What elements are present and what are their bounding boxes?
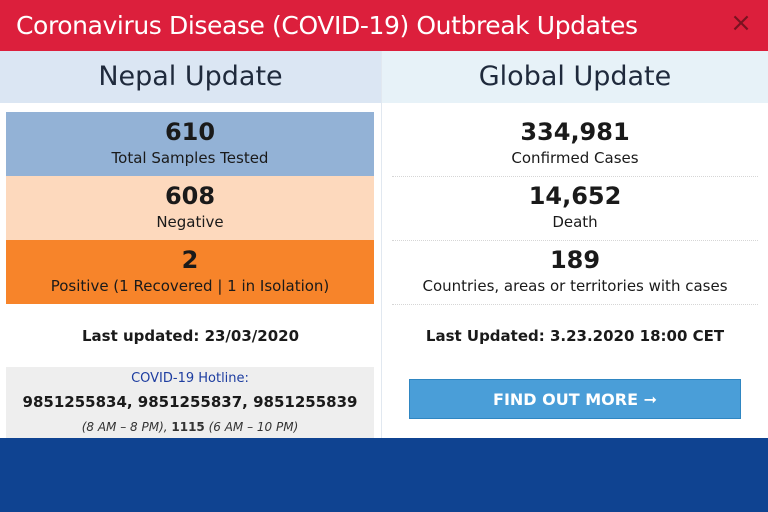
stat-label: Confirmed Cases [511, 149, 639, 167]
close-icon[interactable]: × [730, 8, 752, 38]
hotline-hours-b: (6 AM – 10 PM) [204, 420, 299, 434]
stat-value: 2 [181, 246, 199, 274]
arrow-right-icon: ➞ [643, 390, 657, 409]
hotline-numbers: 9851255834, 9851255837, 9851255839 [22, 393, 358, 411]
stat-value: 608 [164, 182, 216, 210]
hotline-title: COVID-19 Hotline: [131, 371, 249, 386]
nepal-stat-tested: 610 Total Samples Tested [6, 112, 374, 176]
global-stat-death: 14,652 Death [392, 176, 758, 241]
hotline-box: COVID-19 Hotline: 9851255834, 9851255837… [6, 367, 374, 438]
stat-value: 334,981 [520, 118, 630, 146]
nepal-last-updated: Last updated: 23/03/2020 [81, 327, 300, 345]
stat-label: Negative [156, 213, 224, 231]
stat-label: Death [552, 213, 598, 231]
stat-label: Countries, areas or territories with cas… [422, 277, 728, 295]
stat-value: 610 [164, 118, 216, 146]
modal-header: Coronavirus Disease (COVID-19) Outbreak … [0, 0, 768, 51]
hotline-hours: (8 AM – 8 PM), 1115 (6 AM – 10 PM) [6, 420, 374, 434]
nepal-stat-negative: 608 Negative [6, 176, 374, 240]
global-heading: Global Update [382, 51, 768, 103]
hotline-hours-a: (8 AM – 8 PM), [81, 420, 172, 434]
global-stat-confirmed: 334,981 Confirmed Cases [392, 112, 758, 177]
find-out-more-label: FIND OUT MORE [493, 390, 638, 409]
find-out-more-button[interactable]: FIND OUT MORE ➞ [409, 379, 741, 419]
stat-value: 189 [549, 246, 601, 274]
stat-label: Positive (1 Recovered | 1 in Isolation) [50, 277, 330, 295]
bottom-band [0, 438, 768, 512]
hotline-number-b: 1115 [171, 420, 205, 434]
stat-value: 14,652 [528, 182, 622, 210]
modal-title: Coronavirus Disease (COVID-19) Outbreak … [16, 11, 638, 40]
nepal-panel: Nepal Update 610 Total Samples Tested 60… [0, 51, 382, 438]
nepal-heading: Nepal Update [0, 51, 381, 103]
stat-label: Total Samples Tested [111, 149, 269, 167]
global-stat-countries: 189 Countries, areas or territories with… [392, 240, 758, 305]
global-last-updated: Last Updated: 3.23.2020 18:00 CET [425, 327, 725, 345]
nepal-stat-positive: 2 Positive (1 Recovered | 1 in Isolation… [6, 240, 374, 304]
global-panel: Global Update 334,981 Confirmed Cases 14… [382, 51, 768, 438]
